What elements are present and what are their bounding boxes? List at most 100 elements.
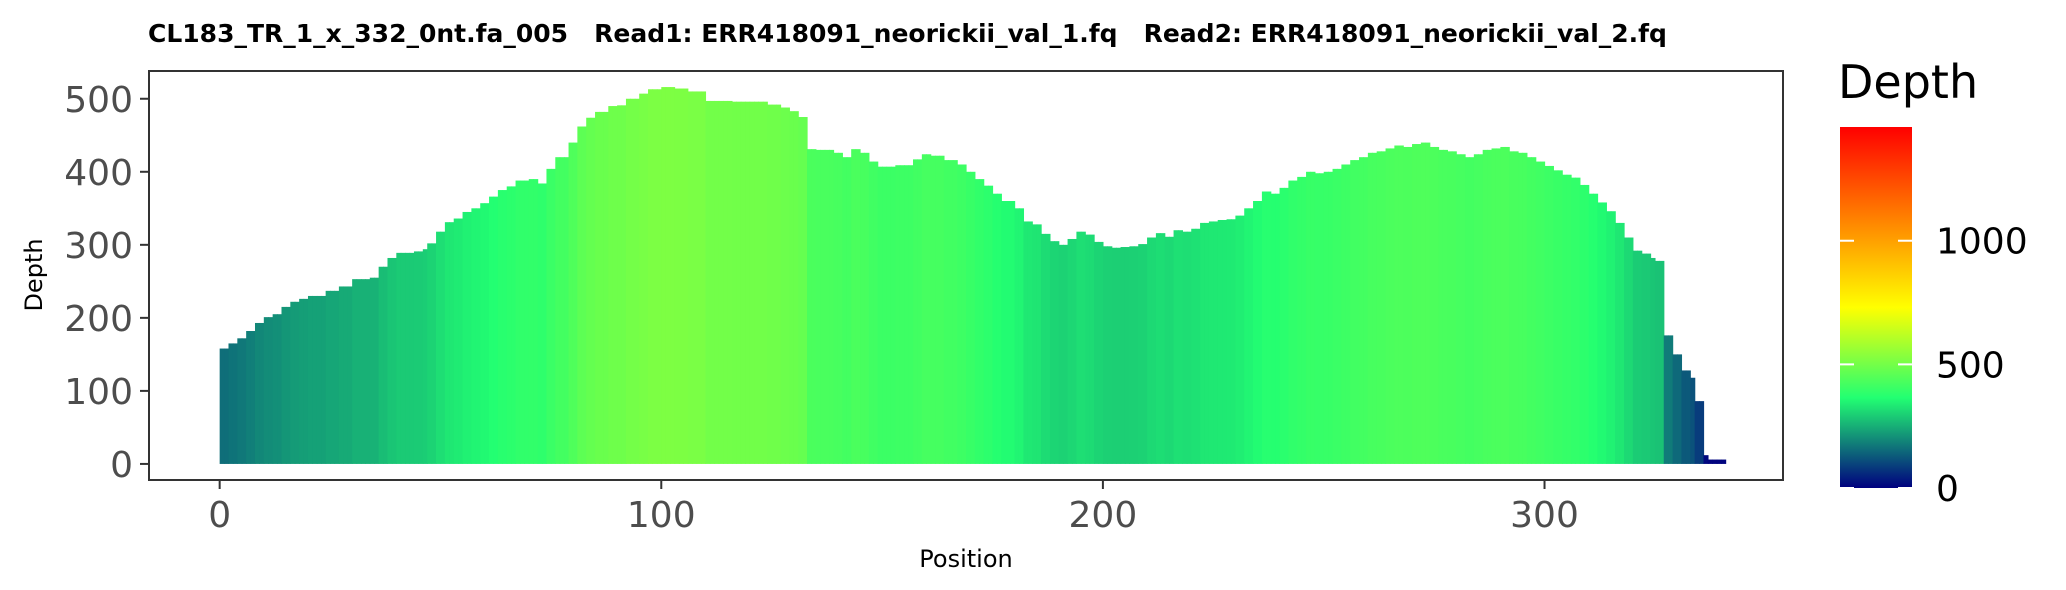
depth-bar [1513,151,1519,464]
depth-bar [731,101,737,464]
depth-bar [303,298,309,464]
depth-bar [1328,171,1334,464]
depth-bar [334,290,340,464]
depth-bar [811,149,817,464]
depth-bar [705,100,711,464]
depth-bar [1279,187,1285,464]
depth-bar [1270,193,1276,464]
depth-bar [1332,168,1338,464]
depth-bar [683,88,689,464]
depth-bar [784,107,790,464]
depth-bar [1407,146,1413,464]
depth-bar [625,98,631,464]
depth-bar [259,322,265,464]
depth-bar [1637,250,1643,464]
depth-bar [798,117,804,464]
depth-bar [714,100,720,464]
depth-bar [1138,244,1144,464]
depth-bar [1182,231,1188,464]
depth-bar [1628,237,1634,464]
depth-bar [224,348,230,464]
depth-bar [400,252,406,464]
depth-bar [524,180,530,464]
depth-bar [1124,247,1130,464]
depth-bar [1509,151,1515,464]
depth-bar [1716,459,1722,464]
depth-bar [555,157,561,464]
depth-bar [643,93,649,464]
depth-bar [595,111,601,464]
depth-bar [1659,260,1665,464]
depth-bar [877,166,883,464]
depth-bar [1403,146,1409,464]
depth-bar [1094,241,1100,464]
depth-bar [846,157,852,464]
depth-bar [1116,247,1122,464]
depth-bar [519,180,525,464]
depth-bar [864,152,870,464]
depth-bar [1147,237,1153,464]
depth-bar [250,331,256,464]
depth-bar [762,101,768,464]
depth-bar [413,251,419,464]
depth-bar [780,107,786,464]
depth-bar [1571,177,1577,464]
depth-bar [1133,246,1139,464]
depth-bar [241,338,247,464]
depth-bar [497,190,503,464]
depth-bar [1301,176,1307,464]
depth-bar [1575,177,1581,464]
depth-bar [939,155,945,464]
depth-bar [246,331,252,464]
depth-bar [793,111,799,464]
depth-bar [820,149,826,464]
depth-bar [449,222,455,464]
depth-bar [493,196,499,464]
depth-bar [1336,168,1342,464]
depth-bar [1548,165,1554,464]
depth-bar [1151,237,1157,464]
depth-bar [930,155,936,464]
depth-bar [917,159,923,464]
depth-bar [577,126,583,464]
depth-bar [687,91,693,464]
depth-bar [1579,184,1585,464]
depth-bar [1425,142,1431,464]
depth-bar [943,160,949,464]
depth-bar [453,218,459,464]
depth-bar [1447,151,1453,464]
depth-bar [1699,401,1705,464]
depth-bar [670,87,676,464]
depth-bar [1014,208,1020,464]
depth-bar [1389,148,1395,464]
depth-bar [365,279,371,464]
depth-bar [1478,154,1484,464]
depth-bar [586,117,592,464]
depth-bar [559,157,565,464]
depth-bar [285,306,291,464]
depth-bar [851,149,857,464]
depth-bar [568,142,574,464]
depth-bar [1540,161,1546,464]
depth-bar [1619,222,1625,464]
legend-label: 1000 [1936,222,2028,263]
depth-bar [868,161,874,464]
depth-bar [957,164,963,464]
depth-bar [1107,246,1113,464]
depth-bar [277,314,283,464]
depth-bar [321,295,327,464]
depth-bar [1204,222,1210,464]
depth-bar [546,168,552,464]
depth-bar [648,89,654,464]
depth-bar [299,298,305,464]
depth-bar [281,306,287,464]
depth-bar [1601,202,1607,464]
depth-bar [1054,241,1060,464]
depth-bar [678,88,684,464]
depth-bar [1253,201,1259,464]
depth-bar [1191,228,1197,464]
depth-bar [979,179,985,464]
depth-bar [1292,180,1298,464]
depth-bar [1036,224,1042,464]
legend-label: 500 [1936,345,2005,386]
